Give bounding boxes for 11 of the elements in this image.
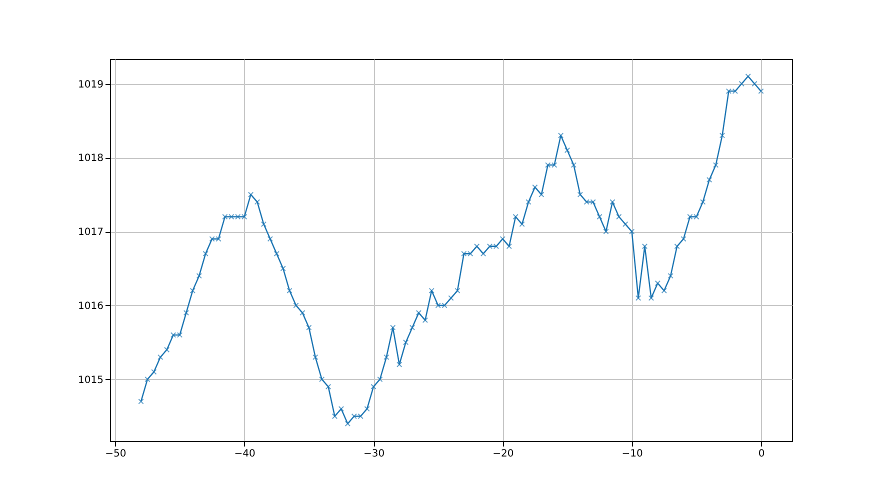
x-tick-label: −20 <box>492 448 514 460</box>
y-tick-label: 1016 <box>78 300 104 312</box>
x-tick-label: 0 <box>758 448 765 460</box>
y-tick-label: 1018 <box>78 153 104 164</box>
x-tick-label: −30 <box>363 448 385 460</box>
y-tick-label: 1015 <box>78 374 104 386</box>
y-tick-label: 1017 <box>78 227 104 238</box>
x-tick-label: −10 <box>622 448 643 460</box>
x-tick-label: −40 <box>234 448 256 460</box>
x-tick-label: −50 <box>105 448 126 460</box>
y-tick-label: 1019 <box>78 79 104 90</box>
